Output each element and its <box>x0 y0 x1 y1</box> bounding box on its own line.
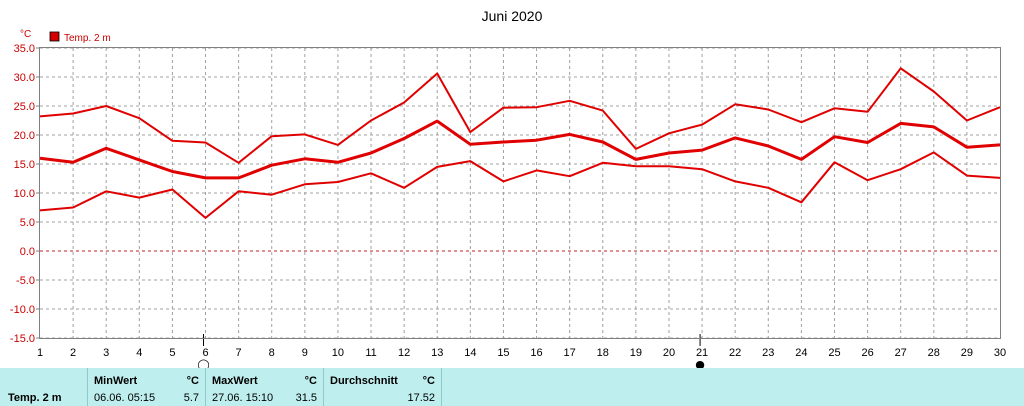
x-tick-label: 3 <box>103 347 109 359</box>
x-tick-label: 12 <box>398 347 410 359</box>
y-tick-label: 25.0 <box>14 101 35 113</box>
x-tick-label: 19 <box>630 347 642 359</box>
stat-max-cell: MaxWert °C 27.06. 15:10 31.5 <box>206 368 324 406</box>
max-header: MaxWert <box>212 375 258 387</box>
x-tick-label: 9 <box>302 347 308 359</box>
x-tick-label: 15 <box>497 347 509 359</box>
x-tick-label: 27 <box>895 347 907 359</box>
x-tick-label: 10 <box>332 347 344 359</box>
avg-unit: °C <box>422 375 435 387</box>
stat-min-cell: MinWert °C 06.06. 05:15 5.7 <box>88 368 206 406</box>
temperature-chart: Juni 2020 °C Temp. 2 m 35.030.025.020.01… <box>10 8 1006 368</box>
x-tick-label: 16 <box>530 347 542 359</box>
x-tick-label: 28 <box>928 347 940 359</box>
moon-phase-markers: ◯ ● <box>197 334 705 368</box>
y-tick-label: 35.0 <box>14 43 35 55</box>
x-tick-label: 5 <box>169 347 175 359</box>
x-tick-label: 13 <box>431 347 443 359</box>
x-tick-label: 29 <box>961 347 973 359</box>
legend-label: Temp. 2 m <box>64 33 111 44</box>
x-tick-label: 14 <box>464 347 476 359</box>
grid <box>40 47 1000 339</box>
x-tick-label: 8 <box>269 347 275 359</box>
moon-phase-icon: ◯ <box>197 358 209 368</box>
min-value: 5.7 <box>183 392 199 404</box>
max-unit: °C <box>304 375 317 387</box>
max-datetime: 27.06. 15:10 <box>212 392 274 404</box>
x-tick-label: 7 <box>236 347 242 359</box>
x-tick-label: 25 <box>828 347 840 359</box>
x-tick-label: 2 <box>70 347 76 359</box>
legend-swatch <box>49 31 60 42</box>
statistics-panel: Temp. 2 m MinWert °C 06.06. 05:15 5.7 Ma… <box>0 368 1024 406</box>
y-tick-label: 20.0 <box>14 130 35 142</box>
x-tick-label: 30 <box>994 347 1006 359</box>
x-tick-label: 6 <box>202 347 208 359</box>
avg-header: Durchschnitt <box>330 375 398 387</box>
stat-series-name: Temp. 2 m <box>8 392 62 404</box>
y-tick-label: -5.0 <box>16 275 35 287</box>
y-axis-unit: °C <box>20 29 31 40</box>
y-tick-label: 5.0 <box>20 217 35 229</box>
series-line-max <box>39 67 1001 164</box>
y-tick-label: 15.0 <box>14 159 35 171</box>
stat-avg-cell: Durchschnitt °C 17.52 <box>324 368 442 406</box>
min-unit: °C <box>186 375 199 387</box>
series-line-min <box>39 151 1001 219</box>
x-tick-label: 18 <box>597 347 609 359</box>
stat-empty-cell <box>442 368 1024 406</box>
x-tick-label: 17 <box>564 347 576 359</box>
y-axis-ticks: 35.0 30.0 25.0 20.0 15.0 10.0 5.0 0.0 -5.0 -10.0 -… <box>10 43 40 345</box>
x-tick-label: 23 <box>762 347 774 359</box>
min-datetime: 06.06. 05:15 <box>94 392 156 404</box>
y-tick-label: 30.0 <box>14 72 35 84</box>
y-tick-label: 10.0 <box>14 188 35 200</box>
x-tick-label: 21 <box>696 347 708 359</box>
x-tick-label: 4 <box>136 347 142 359</box>
series-line-mean <box>39 119 1001 180</box>
moon-phase-icon: ● <box>695 358 705 368</box>
max-value: 31.5 <box>295 392 317 404</box>
min-header: MinWert <box>94 375 138 387</box>
x-tick-label: 26 <box>861 347 873 359</box>
plot-frame <box>39 47 1001 339</box>
x-tick-label: 11 <box>365 347 376 359</box>
x-tick-label: 1 <box>37 347 43 359</box>
stat-name-cell: Temp. 2 m <box>0 368 88 406</box>
x-axis-ticks: 1 2 3 4 5 6 7 8 9 10 11 12 13 14 15 16 17 18 19 20 21 22 23 24 2… <box>37 347 1006 359</box>
avg-value: 17.52 <box>407 392 435 404</box>
chart-title: Juni 2020 <box>482 8 543 24</box>
x-tick-label: 24 <box>795 347 807 359</box>
y-tick-label: -10.0 <box>10 304 35 316</box>
x-tick-label: 20 <box>663 347 675 359</box>
x-tick-label: 22 <box>729 347 741 359</box>
series-lines <box>39 67 1001 219</box>
y-tick-label: -15.0 <box>10 333 35 345</box>
y-tick-label: 0.0 <box>20 246 35 258</box>
